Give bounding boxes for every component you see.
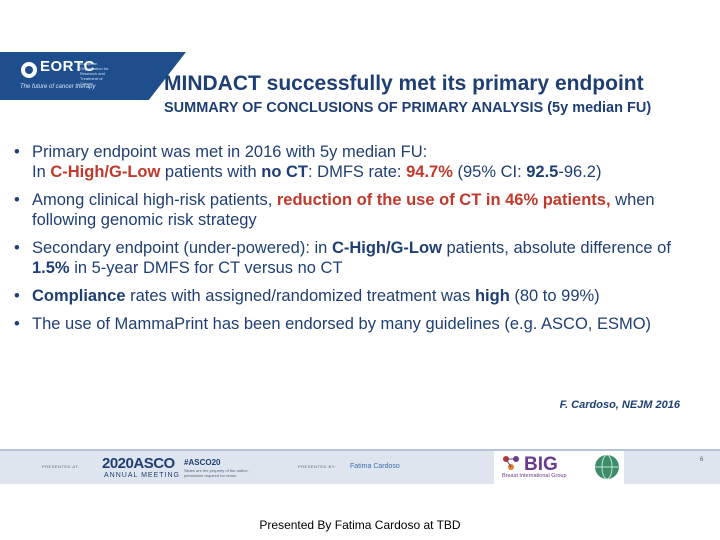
molecule-icon [503, 456, 519, 470]
asco-subtitle: ANNUAL MEETING [104, 472, 180, 479]
presented-by-label: PRESENTED BY: [298, 464, 337, 469]
bullet-item: • Compliance rates with assigned/randomi… [14, 287, 600, 305]
citation: F. Cardoso, NEJM 2016 [559, 399, 680, 411]
globe-icon [595, 454, 619, 480]
slide: EORTC European Organisation for Research… [0, 52, 720, 484]
hashtag-note: Slides are the property of the author, p… [184, 468, 249, 478]
bullet-item: • Primary endpoint was met in 2016 with … [14, 143, 602, 181]
presented-by-caption: Presented By Fatima Cardoso at TBD [259, 518, 461, 532]
bullet-dot: • [14, 143, 20, 161]
bullet-item: • The use of MammaPrint has been endorse… [14, 315, 652, 333]
bullet-list: • Primary endpoint was met in 2016 with … [14, 142, 704, 342]
presenter-name: Fatima Cardoso [350, 463, 400, 470]
bullet-item: • Among clinical high-risk patients, red… [14, 191, 655, 229]
bullet-dot: • [14, 287, 20, 305]
slide-title: MINDACT successfully met its primary end… [164, 72, 644, 95]
asco-logo: 2020ASCO [102, 455, 175, 472]
bullet-dot: • [14, 191, 20, 209]
eortc-logo-text: EORTC [40, 58, 95, 75]
hashtag: #ASCO20 [184, 458, 221, 467]
bullet-item: • Secondary endpoint (under-powered): in… [14, 239, 671, 277]
page-number: 6 [700, 457, 704, 463]
big-logo-panel: BIG Breast International Group [494, 451, 624, 484]
bullet-dot: • [14, 315, 20, 333]
bullet-dot: • [14, 239, 20, 257]
big-subtitle: Breast International Group [502, 473, 567, 479]
eortc-tagline: The future of cancer therapy [20, 84, 96, 90]
presented-at-label: PRESENTED AT: [42, 464, 80, 469]
big-logo: BIG [524, 454, 558, 475]
footer-bar: PRESENTED AT: 2020ASCO ANNUAL MEETING #A… [0, 449, 720, 484]
eortc-logo-icon [21, 62, 37, 78]
eortc-logo: EORTC European Organisation for Research… [0, 52, 186, 100]
slide-subtitle: SUMMARY OF CONCLUSIONS OF PRIMARY ANALYS… [164, 100, 652, 116]
eortc-logo-subline: European Organisation for Research and T… [80, 61, 109, 86]
